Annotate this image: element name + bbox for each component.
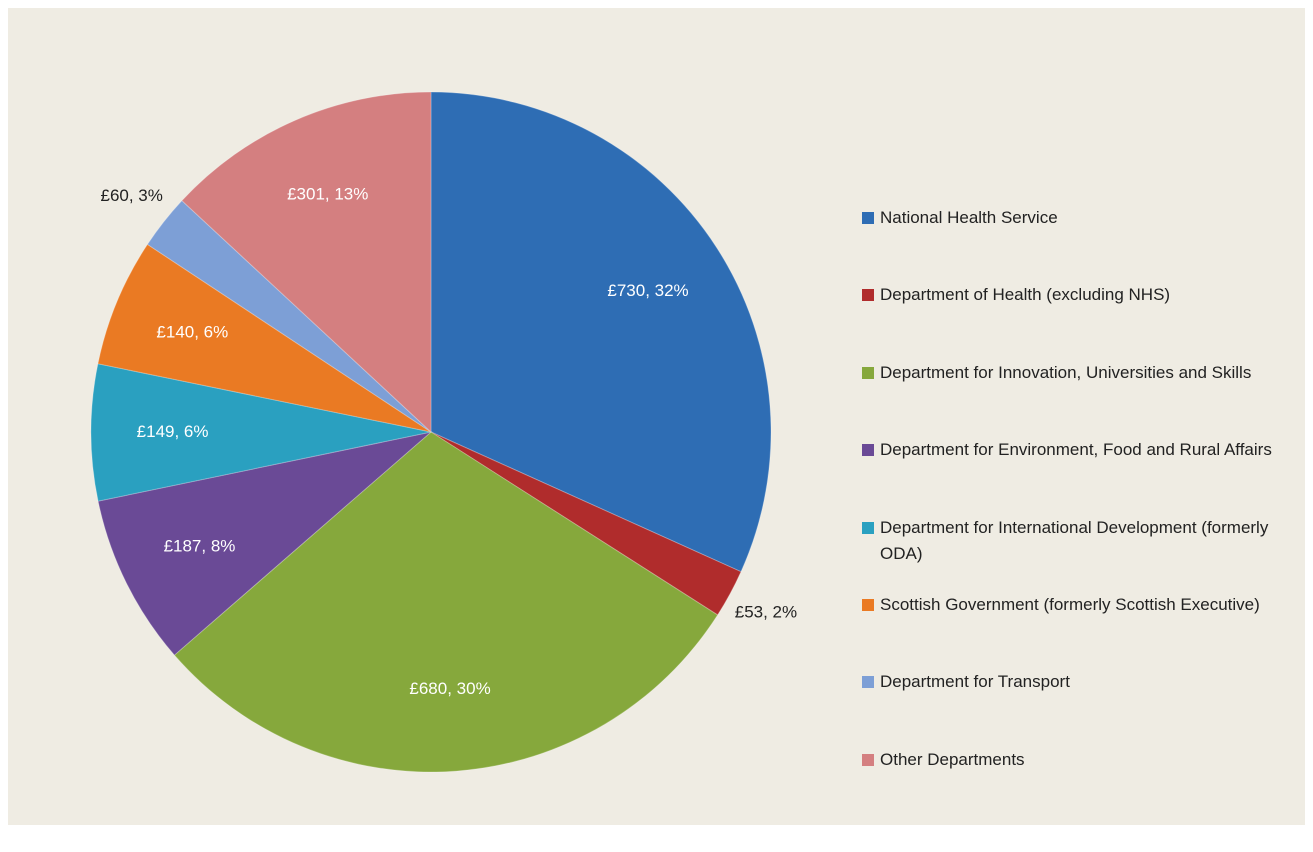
pie-slice — [90, 363, 432, 502]
legend-label: Department of Health (excluding NHS) — [880, 285, 1171, 305]
legend-item: Department of Health (excluding NHS) — [862, 282, 1292, 308]
legend-item: Department for Environment, Food and Rur… — [862, 437, 1292, 463]
data-label: £301, 13% — [287, 185, 368, 204]
data-label: £140, 6% — [156, 322, 228, 341]
data-label: £680, 30% — [409, 679, 490, 698]
legend-swatch — [862, 599, 874, 611]
legend-swatch — [862, 366, 874, 379]
legend-label: Department for Transport — [880, 672, 1070, 692]
pie-slice — [97, 431, 433, 656]
legend-swatch — [862, 753, 874, 766]
legend-label: Department for International Development… — [880, 517, 1269, 563]
legend-label: Other Departments — [880, 749, 1025, 769]
legend-swatch — [862, 212, 874, 224]
pie-slice — [173, 431, 719, 773]
legend-swatch — [862, 444, 874, 457]
legend-item: National Health Service — [862, 205, 1292, 231]
legend-swatch — [862, 289, 874, 302]
data-label: £53, 2% — [735, 603, 797, 622]
legend-item: Scottish Government (formerly Scottish E… — [862, 592, 1292, 618]
legend-label: Scottish Government (formerly Scottish E… — [880, 595, 1260, 614]
pie-slice — [430, 91, 772, 573]
legend-swatch — [862, 521, 874, 534]
data-label: £187, 8% — [164, 536, 236, 555]
data-label: £730, 32% — [607, 281, 688, 300]
pie-slice — [181, 91, 432, 434]
pie-slice — [97, 243, 432, 433]
pie-slice — [430, 431, 742, 616]
pie-slice — [146, 199, 432, 433]
legend-item: Department for International Development… — [862, 515, 1292, 567]
legend-item: Department for Innovation, Universities … — [862, 360, 1292, 386]
data-label: £60, 3% — [101, 186, 163, 205]
legend-item: Other Departments — [862, 747, 1292, 773]
legend-item: Department for Transport — [862, 669, 1292, 695]
legend-label: Department for Environment, Food and Rur… — [880, 440, 1272, 460]
legend-label: Department for Innovation, Universities … — [880, 362, 1252, 382]
legend-swatch — [862, 676, 874, 689]
legend-label: National Health Service — [880, 208, 1058, 227]
data-label: £149, 6% — [137, 422, 209, 441]
